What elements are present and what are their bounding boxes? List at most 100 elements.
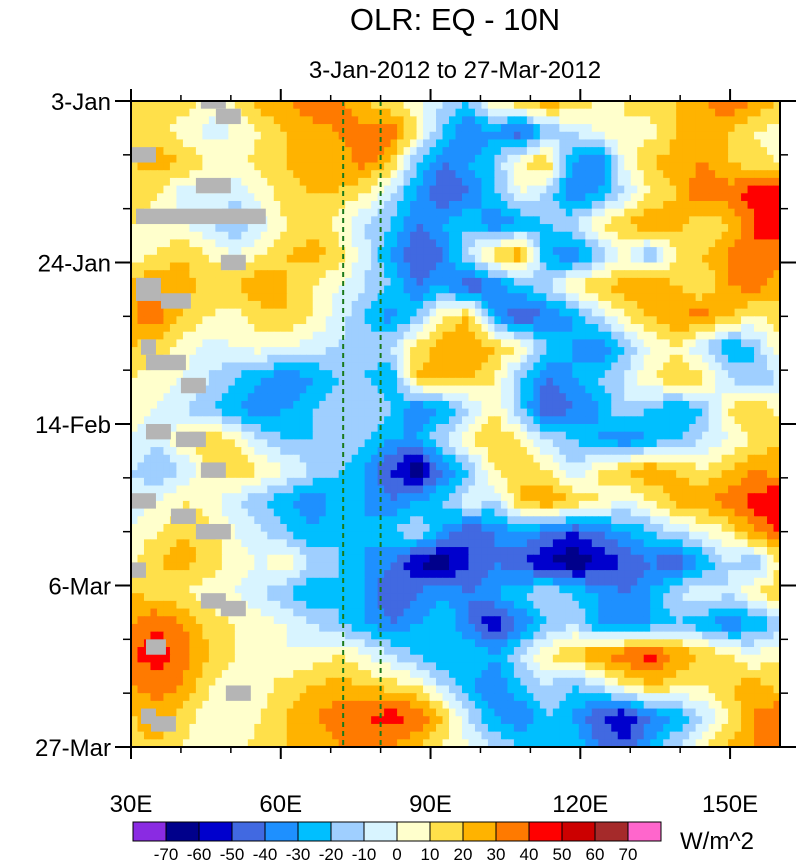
- heatmap-cell: [390, 447, 398, 456]
- heatmap-cell: [598, 131, 606, 141]
- heatmap-cell: [513, 216, 521, 225]
- heatmap-cell: [630, 293, 638, 302]
- heatmap-cell: [624, 339, 632, 348]
- heatmap-cell: [390, 170, 398, 179]
- heatmap-cell: [260, 185, 268, 194]
- heatmap-cell: [137, 254, 145, 264]
- heatmap-cell: [364, 447, 372, 456]
- heatmap-cell: [474, 408, 483, 417]
- heatmap-cell: [676, 147, 684, 156]
- heatmap-cell: [442, 431, 450, 440]
- heatmap-cell: [461, 262, 470, 271]
- heatmap-cell: [702, 108, 710, 117]
- heatmap-cell: [708, 116, 716, 125]
- heatmap-cell: [559, 408, 567, 417]
- heatmap-cell: [669, 308, 677, 317]
- heatmap-cell: [572, 377, 580, 387]
- heatmap-cell: [423, 316, 431, 325]
- heatmap-cell: [578, 293, 586, 302]
- heatmap-cell: [455, 231, 463, 241]
- heatmap-cell: [546, 139, 554, 148]
- heatmap-cell: [345, 447, 353, 456]
- heatmap-cell: [208, 400, 216, 410]
- heatmap-cell: [397, 216, 405, 225]
- heatmap-cell: [513, 108, 521, 117]
- heatmap-cell: [364, 277, 372, 287]
- heatmap-cell: [254, 400, 262, 410]
- heatmap-cell: [182, 331, 191, 340]
- heatmap-cell: [689, 316, 697, 325]
- heatmap-cell: [442, 454, 450, 464]
- heatmap-cell: [436, 162, 444, 171]
- heatmap-cell: [481, 254, 489, 264]
- heatmap-cell: [526, 470, 534, 479]
- heatmap-cell: [319, 162, 327, 171]
- heatmap-cell: [423, 154, 431, 164]
- heatmap-cell: [650, 247, 658, 256]
- heatmap-cell: [423, 193, 431, 202]
- heatmap-cell: [241, 462, 249, 471]
- heatmap-cell: [299, 185, 307, 194]
- heatmap-cell: [656, 308, 664, 317]
- heatmap-cell: [578, 193, 586, 202]
- heatmap-cell: [403, 447, 411, 456]
- heatmap-cell: [572, 208, 580, 217]
- heatmap-cell: [455, 416, 463, 425]
- heatmap-cell: [455, 262, 463, 271]
- heatmap-cell: [507, 185, 515, 194]
- heatmap-cell: [520, 354, 528, 364]
- heatmap-cell: [630, 200, 638, 210]
- heatmap-cell: [643, 247, 651, 256]
- heatmap-cell: [267, 362, 275, 371]
- heatmap-cell: [390, 270, 398, 279]
- heatmap-cell: [624, 162, 632, 171]
- heatmap-cell: [682, 324, 690, 333]
- heatmap-cell: [617, 208, 625, 217]
- heatmap-cell: [585, 454, 593, 464]
- heatmap-cell: [325, 300, 333, 310]
- heatmap-cell: [468, 208, 476, 217]
- heatmap-cell: [358, 177, 366, 187]
- heatmap-cell: [650, 231, 658, 241]
- heatmap-cell: [371, 224, 379, 233]
- heatmap-cell: [189, 470, 197, 479]
- heatmap-cell: [721, 308, 729, 317]
- heatmap-cell: [208, 239, 216, 248]
- heatmap-cell: [202, 377, 210, 387]
- heatmap-cell: [325, 177, 333, 187]
- heatmap-cell: [773, 131, 780, 141]
- heatmap-cell: [345, 208, 353, 217]
- heatmap-cell: [611, 262, 619, 271]
- heatmap-cell: [371, 439, 379, 448]
- heatmap-cell: [280, 216, 288, 225]
- heatmap-cell: [546, 347, 554, 356]
- heatmap-cell: [442, 447, 450, 456]
- heatmap-cell: [397, 131, 405, 141]
- heatmap-cell: [474, 224, 483, 233]
- heatmap-cell: [702, 431, 710, 440]
- heatmap-cell: [565, 400, 573, 410]
- heatmap-cell: [500, 447, 509, 456]
- heatmap-cell: [507, 154, 515, 164]
- heatmap-cell: [611, 231, 619, 241]
- heatmap-cell: [208, 277, 216, 287]
- heatmap-cell: [760, 224, 768, 233]
- heatmap-cell: [202, 477, 210, 487]
- heatmap-cell: [676, 347, 684, 356]
- heatmap-cell: [546, 147, 554, 156]
- heatmap-cell: [312, 377, 320, 387]
- heatmap-cell: [377, 231, 385, 241]
- heatmap-cell: [715, 193, 723, 202]
- heatmap-cell: [624, 193, 632, 202]
- heatmap-cell: [708, 362, 716, 371]
- heatmap-cell: [500, 277, 509, 287]
- heatmap-cell: [163, 393, 171, 402]
- heatmap-cell: [637, 139, 645, 148]
- heatmap-cell: [708, 300, 716, 310]
- heatmap-cell: [176, 162, 184, 171]
- heatmap-cell: [663, 385, 671, 394]
- heatmap-cell: [254, 477, 262, 487]
- heatmap-cell: [604, 477, 612, 487]
- heatmap-cell: [423, 200, 431, 210]
- heatmap-cell: [306, 200, 314, 210]
